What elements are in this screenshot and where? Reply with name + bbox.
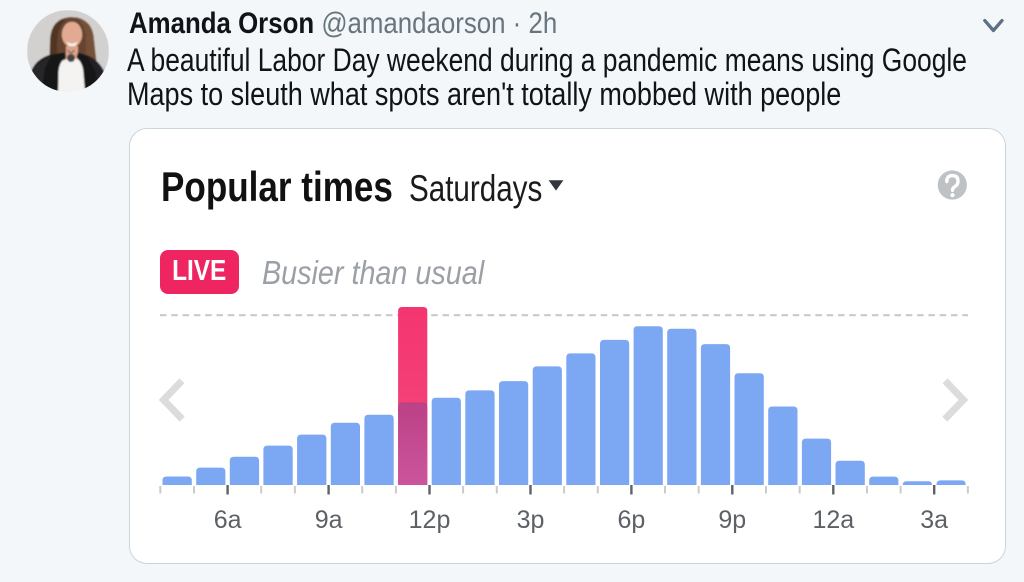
svg-text:6p: 6p (617, 506, 645, 534)
svg-text:12a: 12a (812, 506, 854, 534)
svg-text:12p: 12p (409, 506, 451, 534)
svg-text:9p: 9p (718, 506, 746, 534)
svg-text:9a: 9a (315, 506, 343, 534)
svg-text:3a: 3a (920, 506, 948, 534)
svg-text:3p: 3p (517, 506, 545, 534)
svg-text:6a: 6a (214, 506, 242, 534)
